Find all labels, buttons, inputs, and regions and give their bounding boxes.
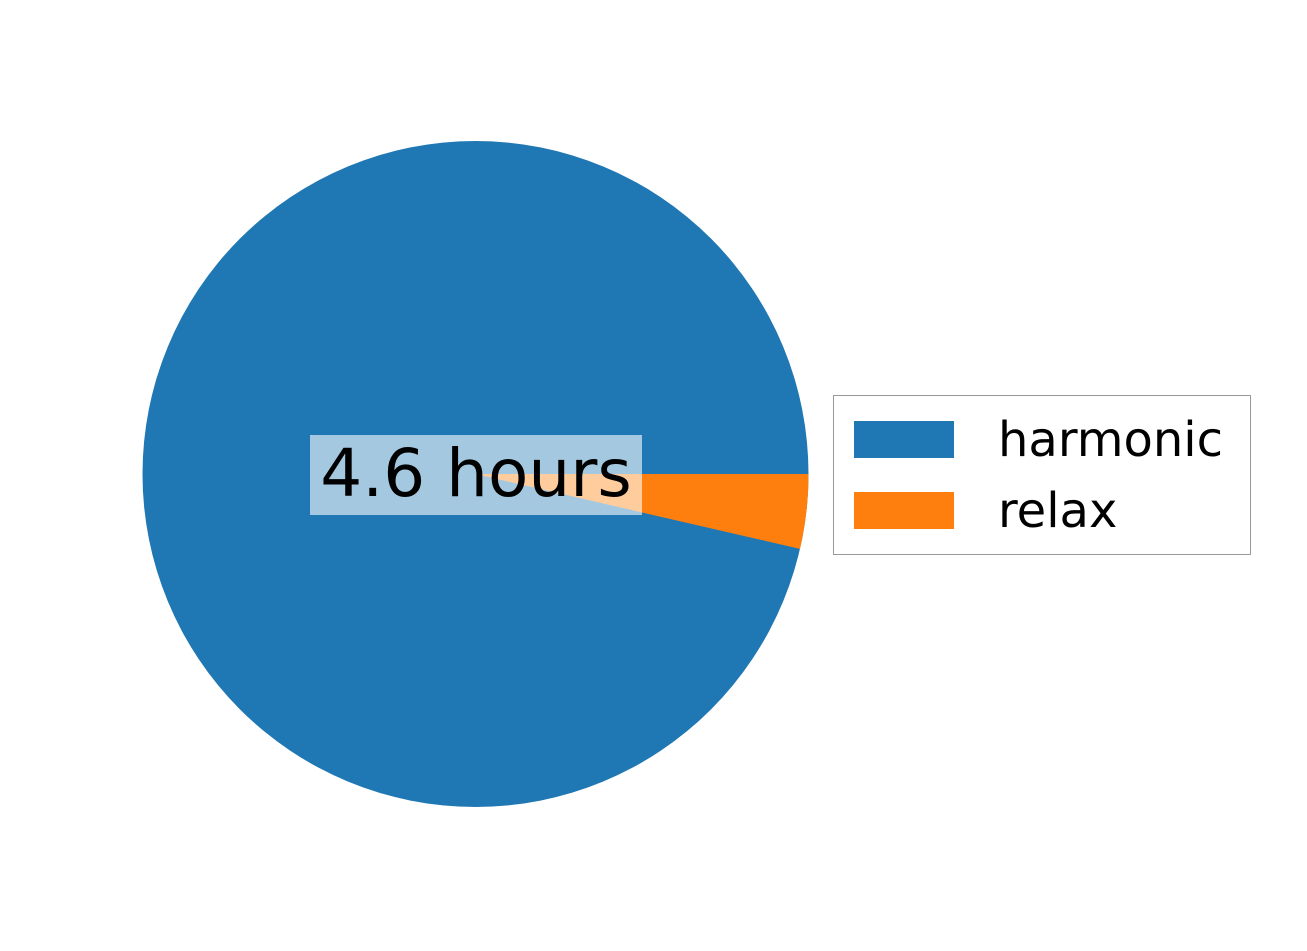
harmonic-color-swatch-icon [854, 421, 954, 458]
legend-label-relax: relax [998, 482, 1118, 539]
relax-color-swatch-icon [854, 492, 954, 529]
relax-swatch-rect [854, 492, 954, 529]
harmonic-swatch-rect [854, 421, 954, 458]
center-label: 4.6 hours [320, 435, 632, 512]
legend-item-relax: relax [854, 486, 1230, 535]
legend: harmonic relax [833, 395, 1251, 555]
legend-item-harmonic: harmonic [854, 415, 1230, 464]
legend-label-harmonic: harmonic [998, 411, 1223, 468]
center-label-bbox [310, 435, 642, 515]
